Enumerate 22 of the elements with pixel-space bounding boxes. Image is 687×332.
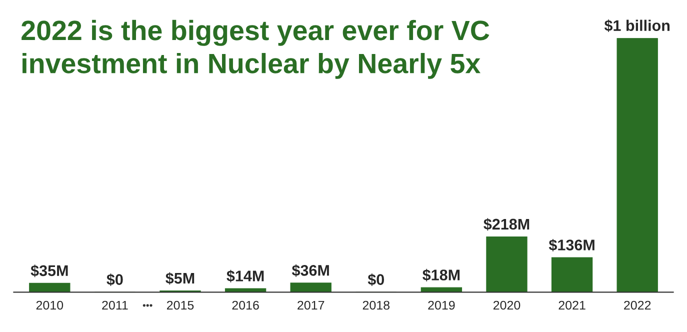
x-tick-label: 2017 <box>298 300 324 310</box>
data-label: $18M <box>422 268 460 282</box>
data-label: $0 <box>368 273 384 286</box>
data-label: $14M <box>226 270 264 282</box>
x-tick-label: 2021 <box>558 300 586 310</box>
data-label: $5M <box>166 272 194 285</box>
data-label: $1 billion <box>604 20 670 32</box>
x-tick-label: 2019 <box>428 300 455 310</box>
data-label: $36M <box>292 264 329 277</box>
data-label: $35M <box>30 264 68 278</box>
x-tick-label: 2018 <box>362 300 390 310</box>
x-tick-label: 2020 <box>493 300 520 310</box>
x-tick-label: 2015 <box>166 300 194 310</box>
x-tick-label: 2022 <box>624 300 651 310</box>
data-label: $218M <box>484 218 530 231</box>
x-tick-label: 2010 <box>36 300 64 310</box>
chart-title: 2022 is the biggest year ever for VC investment in Nuclear by Nearly 5x <box>22 20 490 79</box>
data-label: $0 <box>106 273 123 286</box>
x-tick-label: 2016 <box>232 300 259 310</box>
x-tick-label: 2011 <box>102 300 128 310</box>
data-label: $136M <box>548 238 594 252</box>
text: ••• <box>142 304 152 307</box>
